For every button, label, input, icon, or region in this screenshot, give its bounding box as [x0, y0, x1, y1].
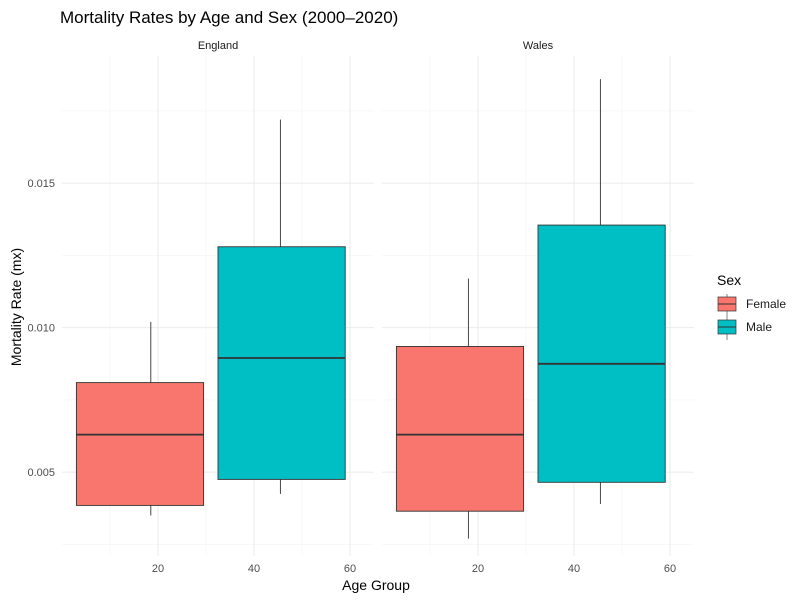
y-tick-label: 0.010 [27, 323, 55, 335]
x-tick-label: 20 [152, 563, 164, 575]
facet-label: England [198, 40, 238, 52]
box-male [217, 119, 346, 494]
legend: Sex Female Male [717, 272, 786, 340]
x-tick-label: 40 [248, 563, 260, 575]
panel-england: England 20 40 60 [62, 40, 374, 575]
box-female [395, 278, 525, 539]
x-tick-label: 60 [344, 563, 356, 575]
box-body [395, 346, 525, 512]
box-body [217, 246, 346, 480]
box-body [75, 382, 205, 506]
legend-label-male: Male [746, 320, 772, 334]
x-tick-label: 60 [664, 563, 676, 575]
legend-key-male [717, 317, 737, 340]
panels: England 20 40 60 Wales 20 40 60 0.005 0.010 0.015 [27, 40, 694, 575]
box-body [537, 224, 666, 483]
legend-title: Sex [717, 272, 741, 288]
panel-wales: Wales 20 40 60 [382, 40, 694, 575]
x-axis-title: Age Group [342, 577, 410, 593]
legend-label-female: Female [746, 297, 786, 311]
x-tick-label: 40 [568, 563, 580, 575]
box-male [537, 79, 666, 504]
legend-key-female [717, 294, 737, 317]
y-tick-label: 0.005 [27, 467, 55, 479]
y-tick-label: 0.015 [27, 178, 55, 190]
facet-label: Wales [523, 40, 554, 52]
y-axis-title: Mortality Rate (mx) [8, 248, 24, 366]
box-female [75, 321, 205, 516]
chart-title: Mortality Rates by Age and Sex (2000–202… [60, 8, 398, 27]
x-tick-label: 20 [472, 563, 484, 575]
